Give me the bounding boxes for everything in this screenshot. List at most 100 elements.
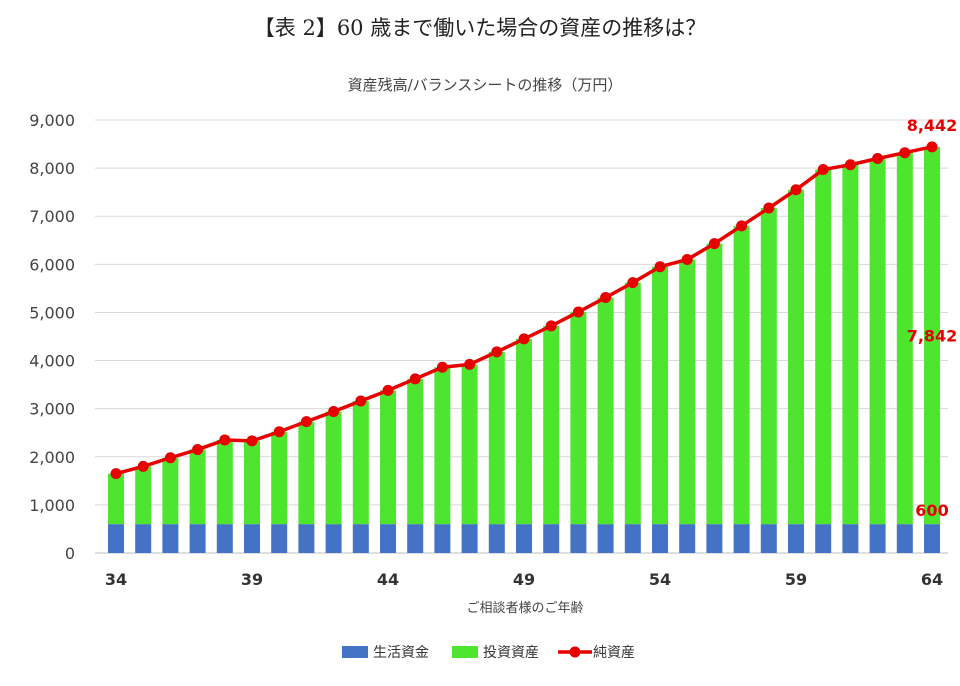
net-asset-point xyxy=(164,452,176,464)
bar-living-funds xyxy=(896,524,913,553)
net-asset-point xyxy=(110,468,122,480)
bar-investment-assets xyxy=(461,364,478,525)
legend-label: 純資産 xyxy=(593,645,635,661)
bar-living-funds xyxy=(788,524,804,553)
y-tick-label: 3,000 xyxy=(29,400,75,419)
bar-investment-assets xyxy=(924,146,940,525)
bar-investment-assets xyxy=(380,390,396,525)
y-tick-label: 4,000 xyxy=(29,352,75,371)
y-tick-label: 8,000 xyxy=(29,159,75,178)
net-asset-point xyxy=(137,460,149,472)
bar-investment-assets xyxy=(135,466,152,525)
legend-swatch-marker xyxy=(569,646,581,658)
bar-investment-assets xyxy=(434,367,451,525)
bar-investment-assets xyxy=(733,225,750,525)
bar-living-funds xyxy=(108,524,124,553)
bar-investment-assets xyxy=(815,169,832,525)
net-asset-point xyxy=(192,444,204,456)
net-asset-point xyxy=(736,220,748,232)
net-asset-point xyxy=(790,184,802,196)
legend-swatch xyxy=(342,646,368,658)
bar-investment-assets xyxy=(271,431,288,525)
net-asset-point xyxy=(518,333,530,345)
net-asset-point xyxy=(654,261,666,273)
x-tick-label: 54 xyxy=(649,570,671,589)
bar-living-funds xyxy=(570,524,587,553)
legend-swatch xyxy=(452,646,478,658)
bar-living-funds xyxy=(434,524,451,553)
data-label-living-funds: 600 xyxy=(915,501,948,520)
bar-living-funds xyxy=(924,524,940,553)
net-asset-point xyxy=(545,320,557,332)
chart-title: 資産残高/バランスシートの推移（万円） xyxy=(348,76,623,94)
net-asset-point xyxy=(844,159,856,171)
bar-living-funds xyxy=(869,524,886,553)
net-asset-point xyxy=(464,358,476,370)
legend-label: 生活資金 xyxy=(373,645,429,661)
bar-living-funds xyxy=(815,524,832,553)
bar-investment-assets xyxy=(624,282,641,525)
bar-living-funds xyxy=(461,524,478,553)
bar-living-funds xyxy=(842,524,859,553)
net-asset-point xyxy=(409,373,421,385)
bar-living-funds xyxy=(706,524,723,553)
y-tick-label: 9,000 xyxy=(29,111,75,130)
bar-investment-assets xyxy=(162,457,179,525)
bar-investment-assets xyxy=(570,311,587,525)
bar-living-funds xyxy=(216,524,233,553)
bar-investment-assets xyxy=(516,338,532,525)
bar-investment-assets xyxy=(352,400,369,525)
bar-investment-assets xyxy=(488,351,505,525)
bar-living-funds xyxy=(244,524,260,553)
bar-investment-assets xyxy=(760,208,777,525)
bar-investment-assets xyxy=(325,411,342,525)
x-axis-label: ご相談者様のご年齢 xyxy=(466,600,583,616)
net-asset-point xyxy=(872,152,884,164)
bar-investment-assets xyxy=(298,421,315,525)
bar-investment-assets xyxy=(216,439,233,525)
x-tick-label: 49 xyxy=(513,570,535,589)
bar-living-funds xyxy=(516,524,532,553)
x-tick-label: 44 xyxy=(377,570,399,589)
bar-living-funds xyxy=(652,524,668,553)
legend: 生活資金 投資資産 純資産 xyxy=(342,645,635,661)
y-tick-label: 7,000 xyxy=(29,207,75,226)
bar-living-funds xyxy=(298,524,315,553)
y-tick-label: 6,000 xyxy=(29,255,75,274)
bars xyxy=(108,146,940,553)
net-asset-point xyxy=(273,426,285,438)
x-axis: 34 39 44 49 54 59 64 xyxy=(105,570,943,589)
net-asset-point xyxy=(926,141,938,153)
net-asset-point xyxy=(300,416,312,428)
x-tick-label: 59 xyxy=(785,570,807,589)
net-asset-point xyxy=(681,254,693,266)
net-asset-point xyxy=(355,395,367,407)
bar-living-funds xyxy=(162,524,179,553)
net-asset-point xyxy=(763,202,775,214)
bar-investment-assets xyxy=(597,297,614,525)
y-tick-label: 5,000 xyxy=(29,303,75,322)
bar-living-funds xyxy=(407,524,424,553)
bar-living-funds xyxy=(271,524,288,553)
bar-living-funds xyxy=(380,524,396,553)
x-tick-label: 39 xyxy=(241,570,263,589)
bar-investment-assets xyxy=(896,152,913,525)
bar-living-funds xyxy=(488,524,505,553)
bar-investment-assets xyxy=(679,259,696,525)
bar-investment-assets xyxy=(788,189,804,525)
bar-living-funds xyxy=(679,524,696,553)
bar-living-funds xyxy=(543,524,560,553)
legend-label: 投資資産 xyxy=(483,645,539,661)
bar-living-funds xyxy=(624,524,641,553)
data-label-investment-assets: 7,842 xyxy=(907,326,958,345)
bar-investment-assets xyxy=(407,378,424,525)
bar-living-funds xyxy=(325,524,342,553)
bar-living-funds xyxy=(760,524,777,553)
net-asset-point xyxy=(627,277,639,289)
bar-living-funds xyxy=(189,524,206,553)
page-heading: 【表 2】60 歳まで働いた場合の資産の推移は？ xyxy=(253,16,707,40)
net-asset-point xyxy=(600,292,612,304)
bar-living-funds xyxy=(352,524,369,553)
net-asset-point xyxy=(899,147,911,159)
